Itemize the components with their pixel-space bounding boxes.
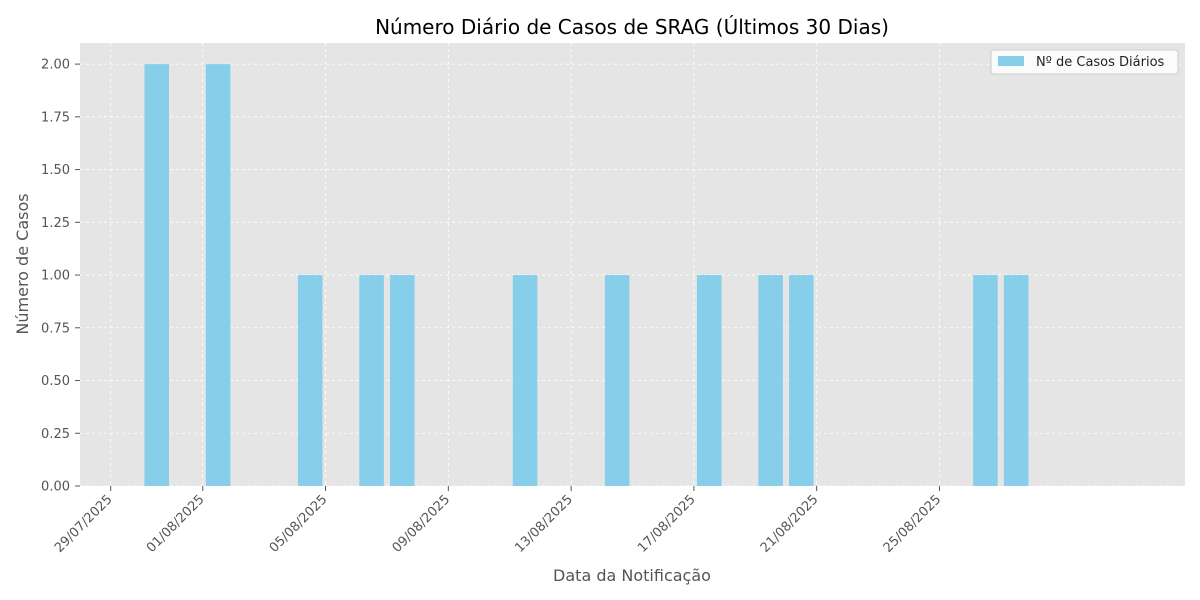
y-tick-label: 0.25 bbox=[41, 427, 70, 442]
bar bbox=[789, 275, 814, 486]
y-tick-label: 1.50 bbox=[41, 163, 70, 178]
bar bbox=[359, 275, 384, 486]
chart-title: Número Diário de Casos de SRAG (Últimos … bbox=[375, 15, 889, 39]
y-tick-label: 1.75 bbox=[41, 110, 70, 125]
x-axis-label: Data da Notificação bbox=[553, 566, 711, 585]
x-tick-label: 25/08/2025 bbox=[881, 492, 945, 556]
legend: Nº de Casos Diários bbox=[990, 49, 1179, 75]
y-tick-label: 2.00 bbox=[41, 58, 70, 73]
legend-swatch bbox=[998, 56, 1024, 66]
x-tick-label: 29/07/2025 bbox=[52, 492, 116, 556]
legend-label: Nº de Casos Diários bbox=[1036, 55, 1165, 70]
x-axis: 29/07/2025 01/08/2025 05/08/2025 09/08/2025… bbox=[52, 486, 944, 556]
bar bbox=[758, 275, 783, 486]
bar bbox=[297, 275, 323, 486]
x-tick-label: 01/08/2025 bbox=[144, 492, 208, 556]
bar bbox=[512, 275, 538, 486]
x-tick-label: 13/08/2025 bbox=[512, 492, 576, 556]
bar bbox=[205, 64, 231, 486]
y-tick-label: 1.00 bbox=[41, 269, 70, 284]
bars bbox=[144, 64, 1029, 486]
y-axis-label: Número de Casos bbox=[13, 193, 32, 334]
grid bbox=[80, 43, 1185, 487]
x-tick-label: 17/08/2025 bbox=[635, 492, 699, 556]
bar bbox=[1003, 275, 1029, 486]
y-axis: 0.00 0.25 0.50 0.75 1.00 1.25 1.50 1.75 2.00 bbox=[41, 58, 80, 495]
y-tick-label: 0.00 bbox=[41, 480, 70, 495]
y-tick-label: 0.75 bbox=[41, 321, 70, 336]
y-tick-label: 0.50 bbox=[41, 374, 70, 389]
bar bbox=[973, 275, 998, 486]
legend-box bbox=[990, 49, 1179, 75]
bar bbox=[696, 275, 722, 486]
x-tick-label: 21/08/2025 bbox=[758, 492, 822, 556]
bar bbox=[144, 64, 170, 486]
x-tick-label: 05/08/2025 bbox=[267, 492, 331, 556]
x-tick-label: 09/08/2025 bbox=[390, 492, 454, 556]
bar bbox=[390, 275, 415, 486]
y-tick-label: 1.25 bbox=[41, 216, 70, 231]
bar bbox=[604, 275, 630, 486]
